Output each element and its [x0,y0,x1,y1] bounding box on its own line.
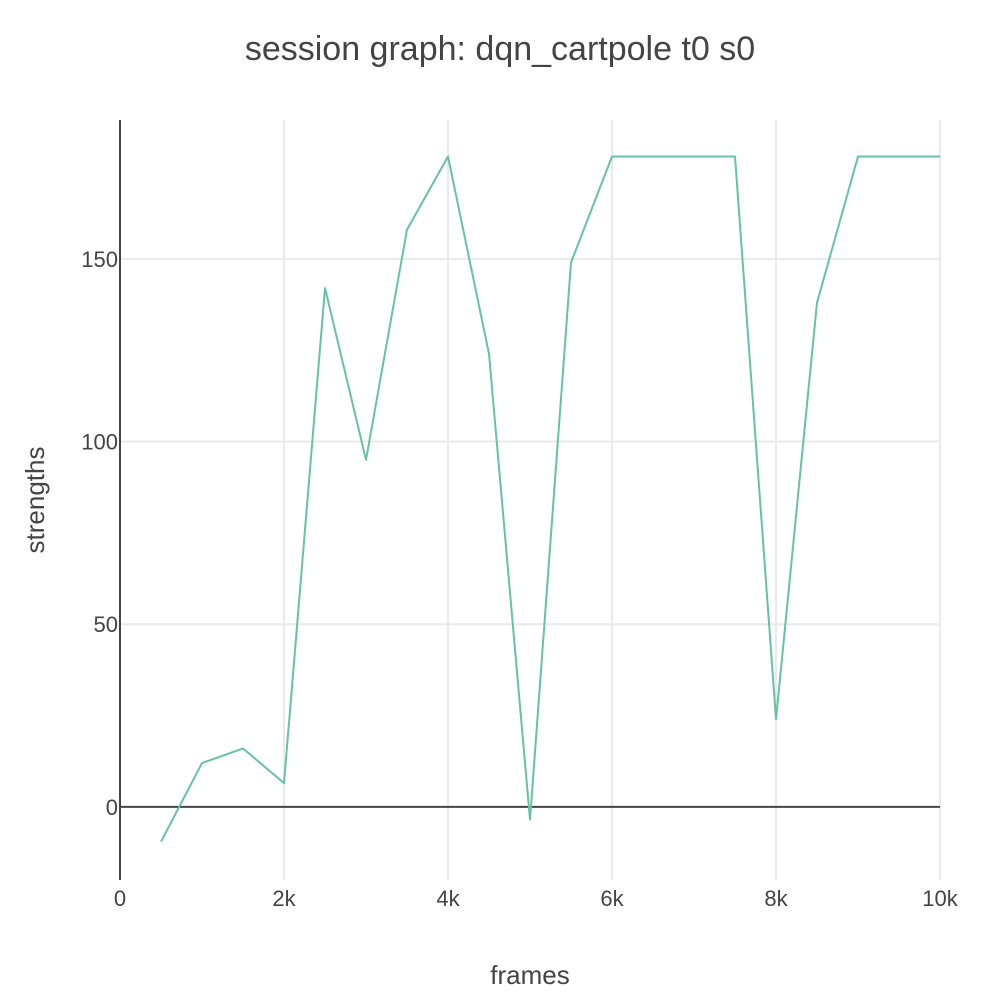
x-axis-title: frames [490,960,569,990]
y-tick-labels: 0 50 100 150 [81,247,118,820]
x-tick-label: 4k [436,886,460,911]
x-tick-label: 6k [600,886,624,911]
series-line [160,155,940,843]
y-tick-label: 0 [106,795,118,820]
series-group [160,155,940,843]
x-gridlines [283,120,941,880]
x-tick-labels: 0 2k 4k 6k 8k 10k [114,886,959,911]
y-gridlines [120,257,940,626]
x-tick-label: 0 [114,886,126,911]
y-axis-title: strengths [20,447,50,554]
y-tick-label: 100 [81,430,118,455]
x-tick-label: 10k [922,886,958,911]
chart-title: session graph: dqn_cartpole t0 s0 [245,30,755,68]
x-tick-label: 2k [272,886,296,911]
y-tick-label: 50 [94,612,118,637]
x-tick-label: 8k [764,886,788,911]
y-tick-label: 150 [81,247,118,272]
